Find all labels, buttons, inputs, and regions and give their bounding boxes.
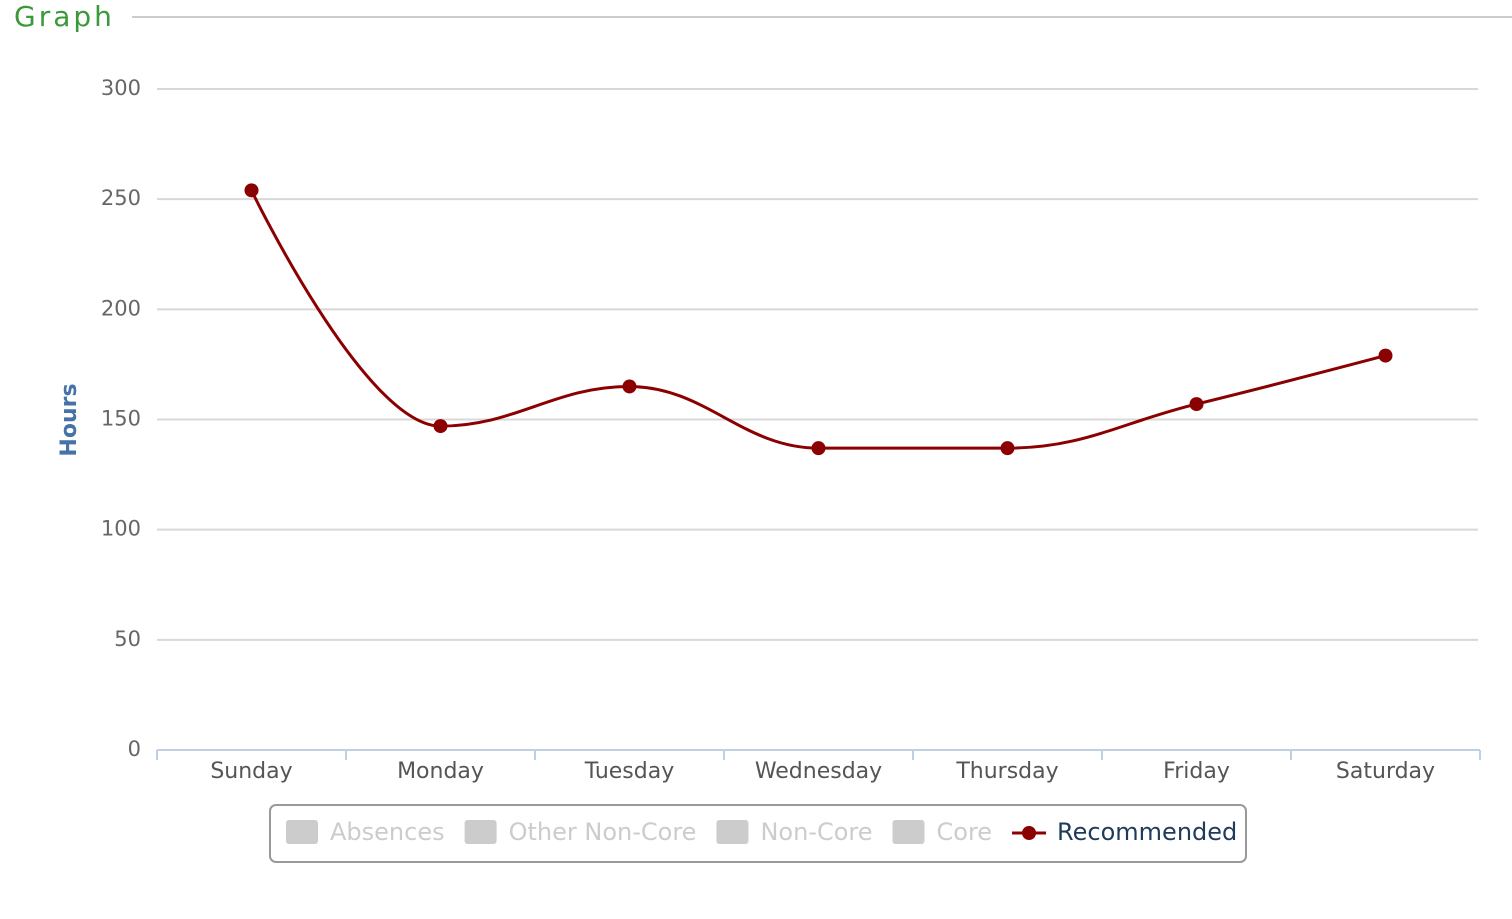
page-title: Graph: [14, 0, 115, 33]
x-tick-label: Sunday: [210, 759, 292, 784]
y-tick-label: 200: [101, 296, 141, 320]
legend-item[interactable]: Core: [937, 818, 993, 846]
x-tick-label: Friday: [1163, 759, 1230, 784]
y-tick-label: 150: [101, 407, 141, 431]
legend-item[interactable]: Absences: [330, 818, 445, 846]
legend-symbol: [892, 820, 925, 844]
y-tick-label: 100: [101, 517, 141, 541]
series-line: [250, 189, 1386, 450]
legend-symbol: [1022, 826, 1037, 840]
data-point: [1189, 397, 1204, 412]
data-point: [433, 419, 448, 434]
x-tick-label: Monday: [397, 759, 484, 784]
x-tick-label: Thursday: [955, 759, 1058, 784]
legend-item[interactable]: Recommended: [1057, 818, 1237, 846]
data-point: [1378, 348, 1393, 363]
data-point: [622, 379, 637, 394]
y-tick-label: 0: [128, 737, 141, 761]
data-point: [1000, 441, 1015, 456]
legend-item[interactable]: Other Non-Core: [509, 818, 697, 846]
data-point: [811, 441, 826, 456]
x-tick-label: Tuesday: [584, 759, 675, 784]
legend-item[interactable]: Non-Core: [760, 818, 872, 846]
data-point: [244, 183, 259, 198]
x-tick-label: Saturday: [1336, 759, 1435, 784]
y-tick-label: 250: [101, 186, 141, 210]
legend-box: [269, 804, 1247, 863]
y-tick-label: 50: [114, 627, 141, 651]
y-tick-label: 300: [101, 76, 141, 100]
y-axis-label: Hours: [57, 383, 82, 456]
legend-symbol: [716, 820, 749, 844]
legend-symbol: [464, 820, 497, 844]
legend-symbol: [286, 820, 318, 844]
x-tick-label: Wednesday: [755, 759, 882, 784]
